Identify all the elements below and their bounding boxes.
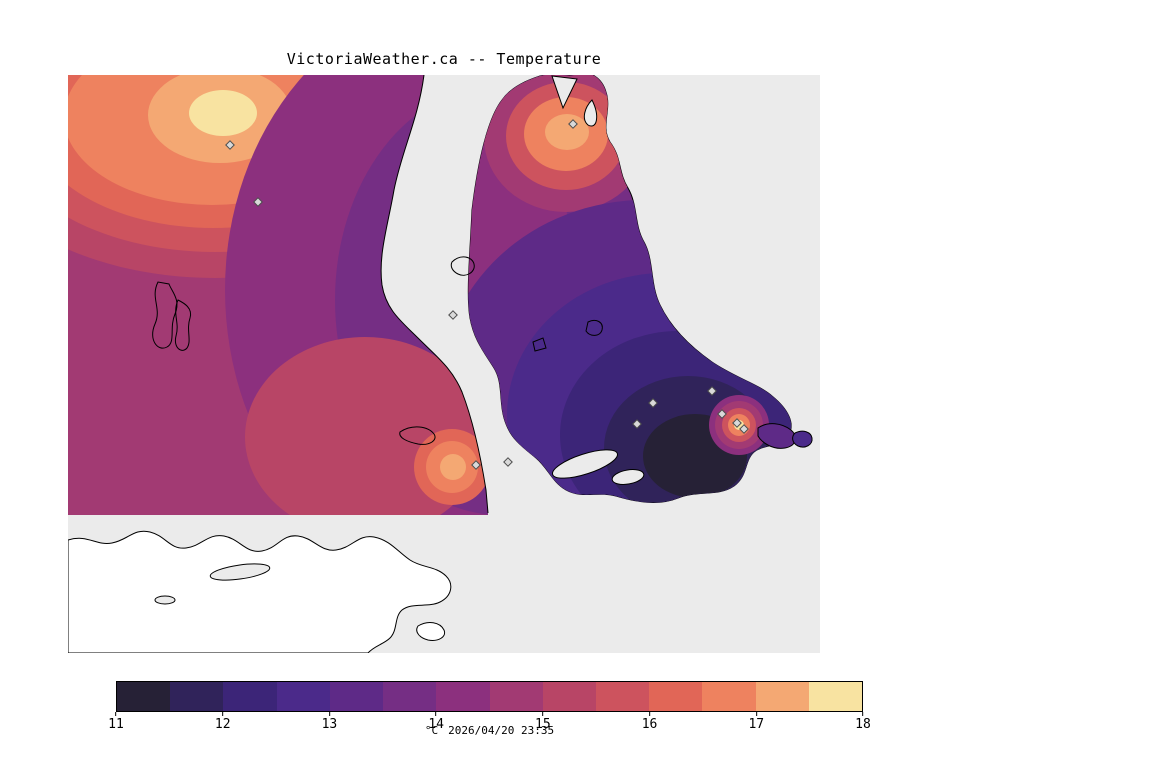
station-marker bbox=[707, 386, 717, 396]
colorbar-segment bbox=[489, 682, 543, 711]
station-marker bbox=[732, 418, 742, 428]
harbour-inlet bbox=[611, 469, 645, 485]
colorbar-ticks: 11 12 13 14 15 16 17 18 bbox=[108, 712, 871, 738]
station-marker bbox=[471, 460, 481, 470]
colorbar-segment bbox=[329, 682, 384, 711]
map-timestamp: 2026/04/20 23:35 bbox=[448, 724, 555, 737]
coastal-inlet bbox=[551, 75, 578, 110]
harbour-inlet bbox=[552, 449, 618, 479]
island-outline bbox=[585, 319, 603, 336]
colorbar-segment bbox=[170, 682, 224, 711]
station-marker bbox=[632, 419, 642, 429]
station-marker bbox=[648, 398, 658, 408]
island-outline bbox=[532, 337, 547, 352]
colorbar-segment bbox=[383, 682, 437, 711]
colorbar-segment bbox=[223, 682, 277, 711]
colorbar-tick: 13 bbox=[322, 712, 337, 732]
station-marker bbox=[253, 197, 263, 207]
colorbar-tick: 12 bbox=[215, 712, 231, 732]
island-outline bbox=[399, 426, 436, 445]
colorbar-tick: 14 bbox=[428, 712, 444, 732]
colorbar-tick: 16 bbox=[642, 712, 657, 732]
coastal-inlet bbox=[583, 99, 598, 127]
colorbar: 11 12 13 14 15 16 17 18 bbox=[108, 681, 871, 732]
station-marker bbox=[225, 140, 235, 150]
colorbar-segment bbox=[117, 682, 171, 711]
colorbar-caption: °C 2026/04/20 23:35 bbox=[116, 724, 863, 737]
colorbar-gradient bbox=[116, 681, 863, 712]
colorbar-segment bbox=[702, 682, 756, 711]
colorbar-segment bbox=[755, 682, 809, 711]
colorbar-segment bbox=[276, 682, 330, 711]
temperature-map bbox=[68, 75, 820, 653]
inlet-coastline-west bbox=[380, 75, 489, 514]
contour-band bbox=[440, 454, 466, 480]
island-outline bbox=[174, 299, 192, 351]
lagoon bbox=[209, 563, 271, 581]
island-east-tip bbox=[792, 430, 813, 448]
station-markers bbox=[225, 119, 749, 470]
station-marker bbox=[739, 424, 749, 434]
station-marker bbox=[568, 119, 578, 129]
colorbar-segment bbox=[542, 682, 596, 711]
station-marker bbox=[448, 310, 458, 320]
small-island bbox=[416, 622, 446, 641]
colorbar-segment bbox=[595, 682, 650, 711]
colorbar-tick: 11 bbox=[108, 712, 124, 732]
page-title: VictoriaWeather.ca -- Temperature bbox=[286, 50, 602, 68]
colorbar-unit-label: °C bbox=[424, 724, 439, 737]
contour-band bbox=[189, 90, 257, 136]
coastline-land-group bbox=[68, 530, 452, 653]
colorbar-tick: 15 bbox=[535, 712, 551, 732]
island-outlines bbox=[152, 256, 603, 445]
colorbar-tick: 18 bbox=[855, 712, 871, 732]
colorbar-segment bbox=[808, 682, 863, 711]
station-marker bbox=[503, 457, 513, 467]
colorbar-segment bbox=[436, 682, 490, 711]
island-outline bbox=[152, 281, 178, 349]
island-outline bbox=[450, 256, 475, 276]
pond bbox=[154, 595, 176, 605]
colorbar-segment bbox=[649, 682, 703, 711]
station-marker bbox=[717, 409, 727, 419]
contour-band bbox=[545, 114, 589, 150]
map-canvas bbox=[68, 75, 820, 653]
colorbar-tick: 17 bbox=[748, 712, 764, 732]
land-mass bbox=[68, 530, 452, 653]
